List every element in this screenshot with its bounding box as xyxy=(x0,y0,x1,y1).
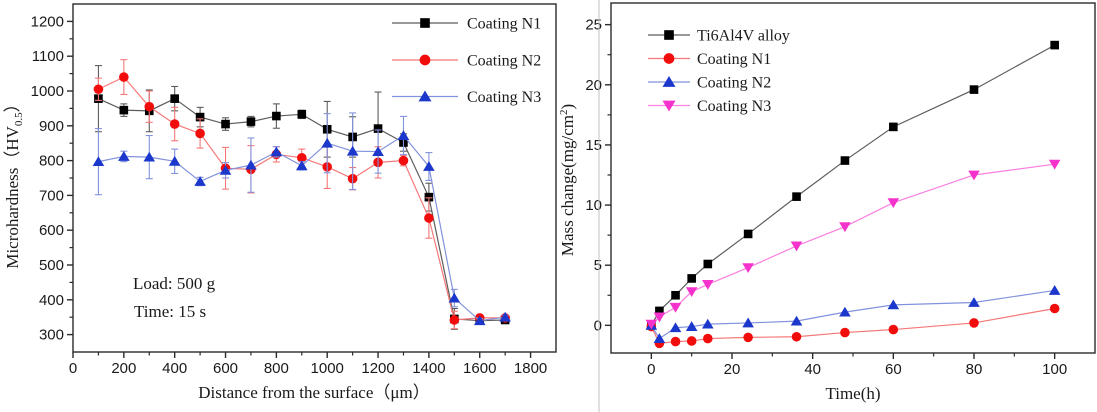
axis-ticks: 0 20 40 60 80 100 0 5 10 15 20 25 xyxy=(585,17,1067,378)
annotation-text: Time: 15 s xyxy=(134,302,206,321)
svg-text:25: 25 xyxy=(585,17,602,34)
y-axis-title: Microhardness（HV0.5） xyxy=(3,95,25,268)
svg-text:0: 0 xyxy=(69,360,77,377)
svg-text:400: 400 xyxy=(39,292,64,309)
svg-text:40: 40 xyxy=(804,361,821,378)
legend: Ti6Al4V alloy Coating N1 Coating N2 Coating… xyxy=(648,28,790,115)
y-axis-title: Mass change(mg/cm2) xyxy=(558,104,577,256)
svg-text:Coating N1: Coating N1 xyxy=(467,16,541,33)
svg-text:15: 15 xyxy=(585,137,602,154)
svg-text:1800: 1800 xyxy=(514,360,547,377)
annotation-text: Load: 500 g xyxy=(133,274,216,293)
svg-text:5: 5 xyxy=(594,257,602,274)
svg-text:1400: 1400 xyxy=(412,360,445,377)
axis-ticks: 0 200 400 600 800 1000 1200 1400 1600 1800 300 400 5… xyxy=(31,13,548,377)
legend: Coating N1 Coating N2 Coating N3 xyxy=(392,16,541,106)
svg-text:Coating N2: Coating N2 xyxy=(697,75,771,92)
svg-text:500: 500 xyxy=(39,257,64,274)
svg-text:600: 600 xyxy=(39,222,64,239)
svg-text:800: 800 xyxy=(39,153,64,170)
svg-text:300: 300 xyxy=(39,327,64,344)
svg-text:900: 900 xyxy=(39,118,64,135)
svg-text:10: 10 xyxy=(585,197,602,214)
svg-text:1200: 1200 xyxy=(31,13,64,30)
microhardness-chart: 0 200 400 600 800 1000 1200 1400 1600 1800 300 400 5… xyxy=(3,3,557,402)
svg-text:1600: 1600 xyxy=(463,360,496,377)
series-coating-n3 xyxy=(92,112,511,326)
svg-text:100: 100 xyxy=(1042,361,1067,378)
svg-text:200: 200 xyxy=(111,360,136,377)
svg-text:0: 0 xyxy=(594,317,602,334)
svg-text:Coating N2: Coating N2 xyxy=(467,53,541,70)
svg-text:1200: 1200 xyxy=(361,360,394,377)
svg-text:800: 800 xyxy=(264,360,289,377)
svg-text:0: 0 xyxy=(647,361,655,378)
series-coating-n2 xyxy=(645,285,1061,343)
mass-change-chart: 0 20 40 60 80 100 0 5 10 15 20 25 Ti6Al4V alloy Coati… xyxy=(558,2,1096,403)
x-axis-title: Time(h) xyxy=(825,384,880,403)
svg-text:Coating N1: Coating N1 xyxy=(697,51,771,68)
svg-text:60: 60 xyxy=(885,361,902,378)
svg-text:80: 80 xyxy=(966,361,983,378)
svg-text:1000: 1000 xyxy=(31,83,64,100)
svg-text:Coating N3: Coating N3 xyxy=(467,89,541,106)
svg-text:400: 400 xyxy=(162,360,187,377)
svg-text:20: 20 xyxy=(585,77,602,94)
svg-text:700: 700 xyxy=(39,187,64,204)
svg-text:20: 20 xyxy=(724,361,741,378)
svg-text:600: 600 xyxy=(213,360,238,377)
series-coating-n3 xyxy=(645,159,1061,330)
svg-text:Coating N3: Coating N3 xyxy=(697,98,771,115)
x-axis-title: Distance from the surface（μm） xyxy=(198,383,429,402)
svg-text:Ti6Al4V alloy: Ti6Al4V alloy xyxy=(697,28,790,45)
svg-text:1000: 1000 xyxy=(311,360,344,377)
svg-text:1100: 1100 xyxy=(32,48,64,65)
